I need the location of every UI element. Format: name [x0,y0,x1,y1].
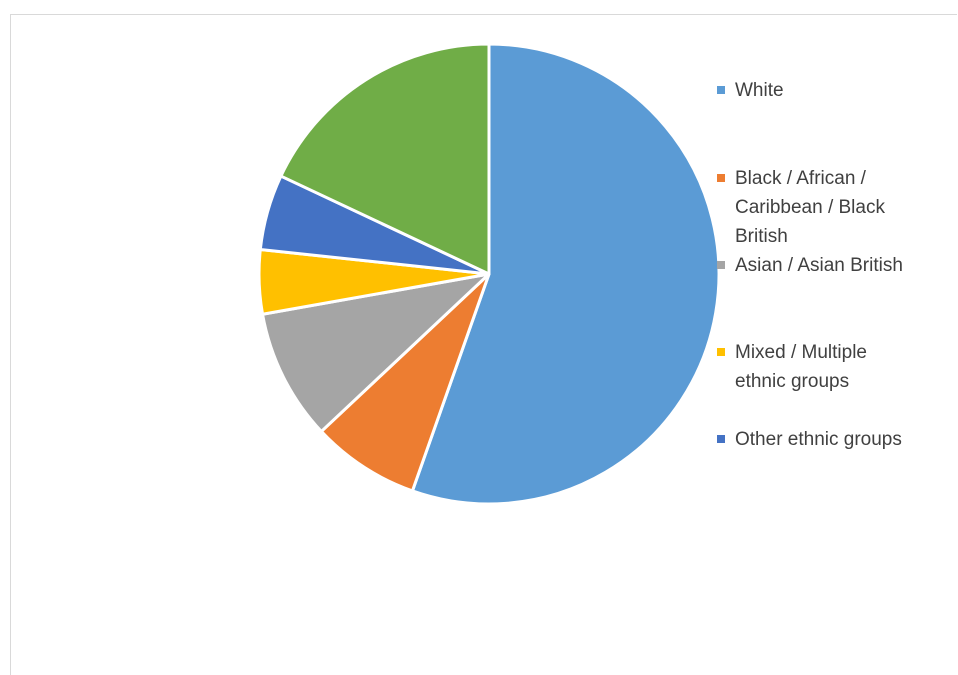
legend-item-mixed: Mixed / Multiple ethnic groups [717,338,915,396]
legend-swatch [717,86,725,94]
legend-item-black: Black / African / Caribbean / Black Brit… [717,164,915,251]
legend-item-asian: Asian / Asian British [717,251,915,280]
legend-label: Asian / Asian British [735,255,903,276]
pie-slice-2 [261,272,491,433]
legend-item-other: Other ethnic groups [717,425,915,454]
pie-slice-5 [279,42,491,276]
pie-slice-1 [319,272,491,493]
legend-swatch [717,261,725,269]
legend-label: Other ethnic groups [735,429,902,450]
chart-area [10,14,957,675]
legend-swatch [717,174,725,182]
legend-label: Mixed / Multiple ethnic groups [735,342,867,392]
legend-swatch [717,348,725,356]
legend-label: White [735,80,784,101]
legend-swatch [717,435,725,443]
legend-item-white: White [717,76,915,105]
legend-label: Black / African / Caribbean / Black Brit… [735,168,885,247]
